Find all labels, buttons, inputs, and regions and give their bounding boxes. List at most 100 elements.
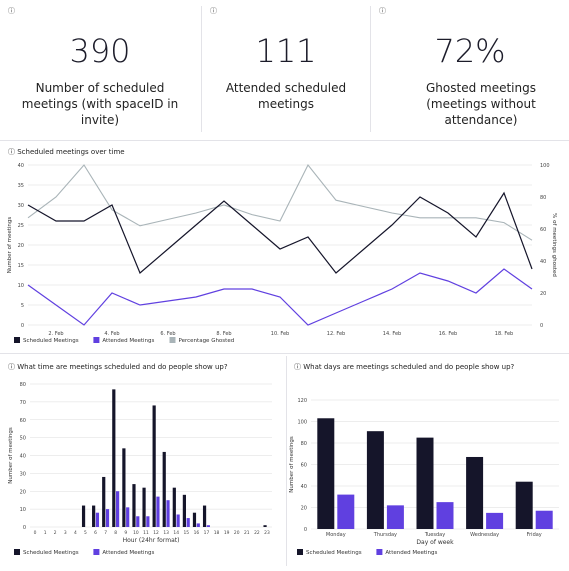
legend-label: Scheduled Meetings <box>23 338 79 344</box>
y-tick-label: 0 <box>23 525 26 531</box>
y-tick-label: 70 <box>20 400 26 406</box>
x-tick-label: 19 <box>224 530 230 536</box>
info-icon[interactable]: ⓘ <box>8 7 15 15</box>
bar-scheduled <box>92 505 96 527</box>
bar-scheduled <box>192 512 197 527</box>
x-tick-label: Monday <box>326 532 346 538</box>
legend-swatch <box>93 337 100 343</box>
x-tick-label: 18. Feb <box>495 331 513 337</box>
series-line-percentage-ghosted <box>27 163 533 241</box>
y-tick-label: 10 <box>20 507 26 513</box>
y2-axis-label: % of meetings ghosted <box>551 213 557 277</box>
legend-label: Scheduled Meetings <box>306 550 362 556</box>
bar-attended <box>146 516 150 527</box>
y-axis-label: Number of meetings <box>7 217 13 274</box>
bar-attended <box>166 500 170 527</box>
legend-label: Attended Meetings <box>102 338 154 344</box>
bar-attended <box>186 518 190 527</box>
kpi-scheduled-card: ⓘ 390 Number of scheduled meetings (with… <box>0 0 200 138</box>
y-tick-label: 35 <box>18 183 24 189</box>
x-tick-label: 3 <box>64 530 67 536</box>
y-tick-label: 120 <box>297 398 307 404</box>
y2-tick-label: 60 <box>540 227 546 233</box>
x-tick-label: 21 <box>244 530 250 536</box>
x-tick-label: 10 <box>133 530 139 536</box>
info-icon[interactable]: ⓘ <box>379 7 386 15</box>
day-chart-title: ⓘ What days are meetings scheduled and d… <box>294 363 515 371</box>
bar-scheduled <box>102 476 106 527</box>
bar-attended <box>176 514 180 527</box>
x-tick-label: 0 <box>34 530 37 536</box>
bar-scheduled <box>317 418 335 529</box>
bar-attended <box>156 496 160 527</box>
x-tick-label: 6 <box>94 530 97 536</box>
x-tick-label: 4 <box>74 530 77 536</box>
bar-scheduled <box>152 405 156 527</box>
x-tick-label: 2. Feb <box>48 331 63 337</box>
x-tick-label: 13 <box>163 530 169 536</box>
legend-label: Attended Meetings <box>102 550 154 556</box>
kpi-label: Ghosted meetings (meetings without atten… <box>426 81 536 127</box>
y-tick-label: 5 <box>21 303 24 309</box>
bar-attended <box>535 510 553 529</box>
y-tick-label: 30 <box>18 203 24 209</box>
bar-attended <box>337 494 355 529</box>
x-tick-label: Wednesday <box>470 532 499 538</box>
divider <box>370 6 371 132</box>
bar-scheduled <box>122 448 126 527</box>
bar-scheduled <box>263 525 267 527</box>
bar-scheduled <box>416 437 434 529</box>
kpi-label: Number of scheduled meetings (with space… <box>21 81 179 127</box>
x-tick-label: 16. Feb <box>439 331 457 337</box>
y-tick-label: 20 <box>301 506 307 512</box>
y-tick-label: 15 <box>18 263 24 269</box>
x-tick-label: 12 <box>153 530 159 536</box>
divider <box>286 356 287 566</box>
y-tick-label: 20 <box>18 243 24 249</box>
kpi-row: ⓘ 390 Number of scheduled meetings (with… <box>0 0 569 140</box>
y2-tick-label: 40 <box>540 259 546 265</box>
divider <box>0 353 569 354</box>
y2-tick-label: 80 <box>540 195 546 201</box>
y-tick-label: 80 <box>20 382 26 388</box>
y-tick-label: 10 <box>18 283 24 289</box>
x-tick-label: 10. Feb <box>271 331 289 337</box>
legend-swatch <box>297 549 303 555</box>
bar-scheduled <box>132 484 136 527</box>
x-tick-label: 5 <box>84 530 87 536</box>
x-tick-label: 6. Feb <box>160 331 175 337</box>
bar-attended <box>206 525 210 527</box>
x-axis-label: Day of week <box>416 539 454 546</box>
x-tick-label: 20 <box>234 530 240 536</box>
kpi-ghosted-card: ⓘ 72% Ghosted meetings (meetings without… <box>371 0 569 138</box>
bar-scheduled <box>162 451 166 527</box>
y-tick-label: 40 <box>18 163 24 169</box>
day-of-week-chart: 0 20 40 60 80 100 120 Monday Thursday Tuesday Wedn… <box>289 398 559 556</box>
y2-tick-label: 20 <box>540 291 546 297</box>
x-tick-label: Friday <box>527 532 542 538</box>
kpi-value: 111 <box>255 32 317 70</box>
bar-scheduled <box>515 481 533 529</box>
y-tick-label: 80 <box>301 441 307 447</box>
x-tick-label: 8 <box>114 530 117 536</box>
x-tick-label: 14 <box>173 530 179 536</box>
y-tick-label: 60 <box>301 463 307 469</box>
legend-swatch <box>169 337 176 343</box>
legend-label: Attended Meetings <box>385 550 437 556</box>
x-tick-label: 15 <box>183 530 189 536</box>
y-tick-label: 0 <box>304 527 307 533</box>
x-tick-label: 23 <box>264 530 270 536</box>
bar-attended <box>436 502 454 529</box>
legend-swatch <box>93 549 100 555</box>
bar-scheduled <box>172 487 176 527</box>
x-tick-label: 1 <box>44 530 47 536</box>
series-line-scheduled-meetings <box>27 191 533 274</box>
x-axis-label: Hour (24hr format) <box>123 537 180 544</box>
y-axis-label: Number of meetings <box>289 436 295 493</box>
x-tick-label: 16 <box>194 530 200 536</box>
bar-attended <box>95 512 100 527</box>
y-tick-label: 50 <box>20 436 26 442</box>
series-line-attended-meetings <box>27 268 533 326</box>
info-icon[interactable]: ⓘ <box>210 7 217 15</box>
